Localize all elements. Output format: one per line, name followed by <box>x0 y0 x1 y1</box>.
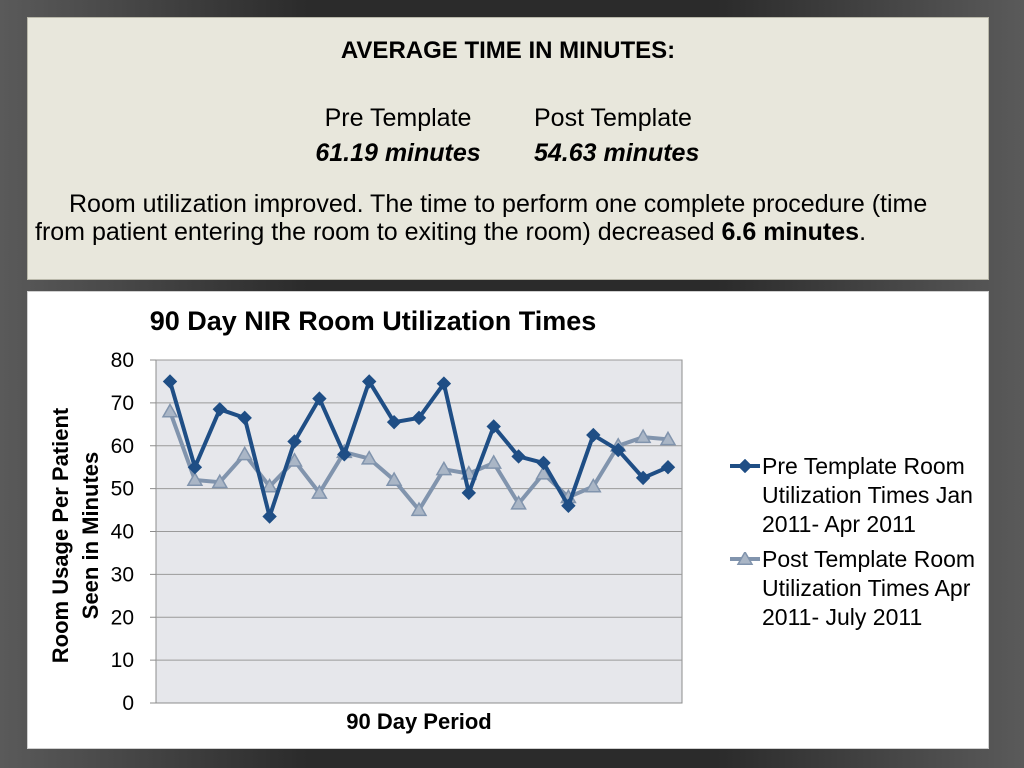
data-point-pre <box>212 402 228 417</box>
y-tick-label: 60 <box>111 435 134 458</box>
summary-text-end: . <box>859 218 867 246</box>
data-point-pre <box>187 459 203 475</box>
summary-panel: AVERAGE TIME IN MINUTES: Pre Template 61… <box>27 17 989 280</box>
data-point-pre <box>486 419 501 434</box>
y-axis-label-line1: Room Usage Per Patient <box>48 407 73 663</box>
legend-marker-post <box>736 552 754 565</box>
summary-heading: AVERAGE TIME IN MINUTES: <box>340 37 676 64</box>
x-axis-label: 90 Day Period <box>346 709 492 734</box>
data-point-pre <box>337 447 352 462</box>
pre-template-value: 61.19 minutes <box>315 139 481 167</box>
y-tick-label: 80 <box>111 349 134 372</box>
pre-template-label: Pre Template <box>324 104 472 132</box>
pre-template-column: Pre Template 61.19 minutes <box>298 104 498 168</box>
summary-text-unit: minutes <box>763 218 860 246</box>
data-point-pre <box>361 374 377 389</box>
post-template-label: Post Template <box>534 104 692 132</box>
summary-text-amount: 6.6 <box>721 218 757 246</box>
legend-swatch-post <box>730 552 760 565</box>
data-point-post <box>659 430 677 446</box>
chart-title: 90 Day NIR Room Utilization Times <box>150 306 597 336</box>
legend-label-pre-line2: Utilization Times Jan <box>762 482 973 508</box>
y-axis-label-line2: Seen in Minutes <box>78 452 103 619</box>
data-point-post <box>211 473 229 489</box>
y-tick-label: 0 <box>122 692 134 715</box>
data-point-pre <box>237 410 252 426</box>
legend-label-post-line1: Post Template Room <box>762 546 976 572</box>
summary-text: Room utilization improved. The time to p… <box>35 190 983 246</box>
y-tick-label: 40 <box>111 521 134 544</box>
data-point-pre <box>511 449 526 464</box>
data-point-pre <box>287 434 302 449</box>
y-tick-label: 10 <box>111 649 134 672</box>
data-point-pre <box>660 459 676 475</box>
data-point-post <box>286 452 303 467</box>
legend-label-post-line3: 2011- July 2011 <box>762 604 923 630</box>
data-point-pre <box>162 374 178 389</box>
post-template-value: 54.63 minutes <box>534 139 700 167</box>
legend-label-post-line2: Utilization Times Apr <box>762 575 971 601</box>
data-point-post <box>634 428 652 444</box>
legend-item-post: Post Template Room Utilization Times Apr… <box>728 545 988 632</box>
line-chart: 0 10 20 30 40 50 60 70 80 90 Day NIR Room Utiliza… <box>48 306 683 734</box>
data-point-pre <box>561 498 576 513</box>
legend-label-pre-line3: 2011- Apr 2011 <box>762 511 916 537</box>
data-point-pre <box>461 485 477 501</box>
data-point-post <box>435 460 453 476</box>
data-point-post <box>385 471 403 487</box>
chart-legend: Pre Template Room Utilization Times Jan … <box>728 452 988 638</box>
data-point-post <box>311 484 328 499</box>
data-point-post <box>360 450 378 465</box>
summary-text-main: Room utilization improved. The time to p… <box>35 190 928 246</box>
data-point-pre <box>635 470 651 486</box>
data-point-pre <box>312 391 327 406</box>
data-point-post <box>261 477 278 493</box>
legend-item-pre: Pre Template Room Utilization Times Jan … <box>728 452 988 539</box>
data-point-post <box>236 445 253 461</box>
data-point-pre <box>536 455 551 471</box>
data-point-post <box>410 501 428 517</box>
data-point-post <box>485 454 502 469</box>
data-point-pre <box>386 414 402 430</box>
legend-swatch-pre <box>730 459 760 473</box>
post-template-column: Post Template 54.63 minutes <box>534 104 784 168</box>
data-point-pre <box>586 427 601 443</box>
legend-marker-pre <box>737 459 753 473</box>
data-point-pre <box>610 442 626 458</box>
data-point-post <box>161 402 179 418</box>
data-point-post <box>186 471 204 487</box>
legend-label-pre-line1: Pre Template Room <box>762 453 965 479</box>
data-point-pre <box>436 376 452 391</box>
y-tick-label: 20 <box>111 606 134 629</box>
chart-panel: 0 10 20 30 40 50 60 70 80 90 Day NIR Room Utiliza… <box>27 291 989 749</box>
data-point-post <box>510 495 527 510</box>
data-point-post <box>585 477 602 493</box>
y-tick-label: 50 <box>111 478 134 501</box>
data-point-pre <box>411 410 427 426</box>
data-point-pre <box>262 509 277 524</box>
y-tick-label: 70 <box>111 392 134 415</box>
y-tick-label: 30 <box>111 563 134 586</box>
